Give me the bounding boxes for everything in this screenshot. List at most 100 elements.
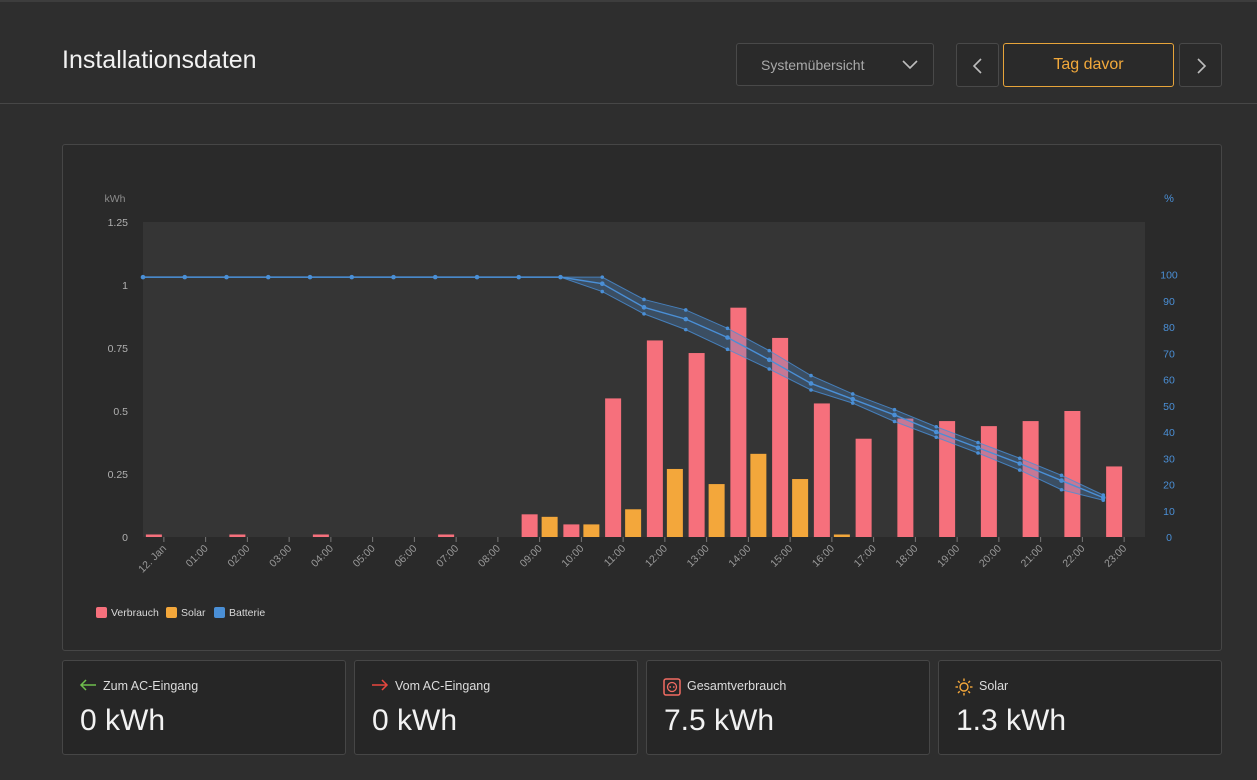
battery-point — [265, 274, 271, 280]
plot-area — [143, 222, 1145, 537]
battery-max-point — [683, 308, 688, 312]
x-tick-label: 10:00 — [559, 543, 586, 570]
legend-swatch — [166, 607, 177, 618]
battery-min-point — [976, 451, 980, 455]
battery-max-point — [934, 424, 939, 429]
consumption-bar — [563, 524, 580, 537]
card-from-ac-input: Vom AC-Eingang 0 kWh — [354, 660, 638, 755]
y2-tick-label: 60 — [1163, 375, 1175, 387]
consumption-bar — [438, 534, 455, 537]
legend-label: Solar — [181, 607, 206, 619]
battery-max-point — [1059, 473, 1064, 478]
x-tick-label: 09:00 — [518, 543, 545, 570]
y2-tick-label: 10 — [1163, 506, 1175, 518]
y-tick-label: 1.25 — [108, 217, 129, 229]
x-tick-label: 22:00 — [1060, 543, 1087, 570]
y2-tick-label: 20 — [1163, 480, 1175, 492]
y2-tick-label: 90 — [1163, 296, 1175, 308]
card-value: 0 kWh — [372, 704, 458, 737]
battery-point — [391, 274, 396, 280]
x-tick-label: 07:00 — [434, 543, 461, 570]
solar-bar — [625, 509, 642, 537]
battery-max-point — [642, 297, 646, 302]
next-day-button[interactable] — [1179, 43, 1222, 87]
battery-min-point — [725, 347, 730, 352]
battery-max-point — [600, 275, 605, 279]
battery-max-point — [892, 407, 897, 412]
chart-panel: kWh 0 0.25 0.5 0.75 1 1.25% 0 10 20 30 40 50 60 70 80 90… — [62, 144, 1222, 651]
battery-point — [766, 357, 772, 363]
previous-day-button[interactable] — [956, 43, 999, 87]
solar-bar — [792, 479, 809, 537]
card-label: Solar — [979, 679, 1009, 693]
battery-min-point — [1059, 487, 1064, 492]
y-tick-label: 0.5 — [113, 406, 128, 418]
consumption-bar — [605, 398, 622, 537]
battery-min-point — [809, 388, 813, 392]
consumption-bar — [772, 337, 789, 537]
battery-point — [474, 274, 480, 280]
day-before-button[interactable]: Tag davor — [1003, 43, 1174, 87]
legend-swatch — [214, 607, 225, 618]
view-select[interactable]: Systemübersicht — [736, 43, 934, 86]
battery-point — [1100, 495, 1106, 500]
battery-line — [143, 276, 1104, 499]
x-tick-label: 16:00 — [810, 543, 837, 570]
x-tick-label: 15:00 — [768, 543, 795, 570]
battery-min-point — [642, 312, 646, 316]
battery-point — [516, 274, 522, 280]
solar-bar — [708, 484, 725, 537]
x-tick-label: 18:00 — [893, 543, 920, 570]
card-value: 1.3 kWh — [956, 704, 1067, 737]
battery-max-point — [767, 348, 772, 353]
legend-label: Verbrauch — [111, 607, 159, 619]
battery-point — [933, 429, 939, 435]
battery-point — [1059, 478, 1064, 483]
battery-point — [725, 335, 730, 340]
battery-point — [1017, 461, 1023, 466]
chevron-left-icon — [972, 58, 982, 74]
x-tick-label: 12. Jan — [136, 543, 169, 576]
battery-point — [892, 412, 897, 418]
consumption-bar — [897, 418, 914, 537]
battery-min-point — [892, 419, 897, 424]
y-tick-label: 0.75 — [108, 343, 129, 355]
x-tick-label: 02:00 — [225, 543, 252, 570]
card-total-consumption: Gesamtverbrauch 7.5 kWh — [646, 660, 930, 755]
consumption-bar — [312, 534, 329, 537]
sun-icon — [955, 678, 973, 696]
solar-bar — [541, 516, 558, 537]
y2-tick-label: 70 — [1163, 348, 1175, 360]
left-axis-unit: kWh — [105, 193, 126, 205]
battery-min-point — [850, 401, 855, 405]
x-tick-label: 01:00 — [184, 543, 211, 570]
battery-point — [558, 274, 563, 280]
battery-min-point — [1017, 468, 1022, 472]
y2-tick-label: 50 — [1163, 401, 1175, 413]
consumption-bar — [145, 534, 162, 537]
consumption-bar — [646, 340, 663, 537]
battery-point — [683, 316, 689, 322]
energy-chart[interactable]: kWh 0 0.25 0.5 0.75 1 1.25% 0 10 20 30 40 50 60 70 80 90… — [63, 145, 1221, 650]
consumption-bar — [521, 514, 538, 537]
x-tick-label: 13:00 — [685, 543, 712, 570]
y-tick-label: 0.25 — [108, 469, 129, 481]
socket-icon — [663, 678, 681, 696]
battery-point — [432, 274, 438, 280]
legend-label: Batterie — [229, 607, 265, 619]
battery-point — [224, 274, 229, 280]
battery-max-point — [725, 326, 730, 331]
view-select-label: Systemübersicht — [761, 57, 865, 73]
x-tick-label: 19:00 — [935, 543, 962, 570]
x-tick-label: 08:00 — [476, 543, 503, 570]
battery-point — [808, 381, 814, 386]
x-tick-label: 21:00 — [1019, 543, 1046, 570]
card-label: Vom AC-Eingang — [395, 679, 491, 693]
right-axis-unit: % — [1164, 193, 1174, 205]
consumption-bar — [939, 421, 956, 537]
solar-bar — [750, 453, 767, 537]
x-tick-label: 11:00 — [602, 543, 629, 570]
consumption-bar — [813, 403, 830, 537]
card-value: 0 kWh — [80, 704, 166, 737]
legend-swatch — [96, 607, 107, 618]
